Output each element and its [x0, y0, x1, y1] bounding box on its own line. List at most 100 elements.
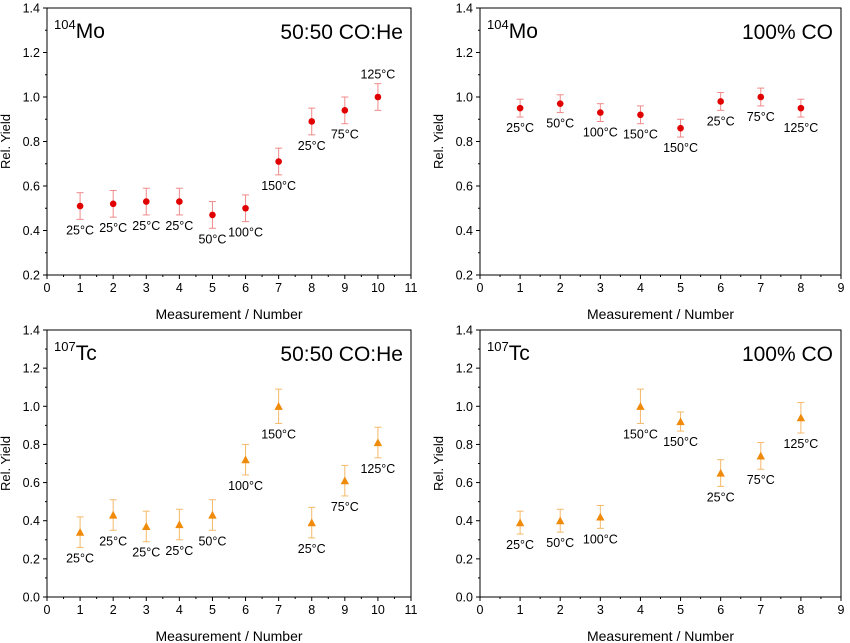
x-tick-label: 6 — [242, 281, 249, 295]
marker-triangle — [716, 468, 725, 477]
y-tick-label: 0.8 — [23, 135, 40, 149]
x-tick-label: 2 — [557, 281, 564, 295]
data-point: 25°C — [506, 510, 534, 552]
y-tick-label: 0.0 — [23, 591, 40, 605]
marker-triangle — [75, 527, 85, 536]
data-point: 25°C — [165, 187, 193, 233]
x-axis-title: Measurement / Number — [587, 306, 734, 322]
data-point: 75°C — [747, 87, 775, 124]
isotope-mass: 104 — [487, 17, 509, 32]
x-tick-label: 1 — [77, 603, 84, 617]
marker-triangle — [274, 402, 283, 410]
y-axis-title: Rel. Yield — [431, 114, 446, 169]
isotope-mass: 104 — [54, 17, 76, 32]
x-tick-label: 8 — [308, 281, 315, 295]
isotope-symbol: Tc — [509, 342, 530, 365]
x-tick-label: 0 — [44, 281, 51, 295]
point-label: 100°C — [583, 532, 618, 546]
x-tick-label: 3 — [597, 281, 604, 295]
marker-circle — [374, 93, 382, 101]
isotope-label: 107Tc — [487, 339, 530, 365]
point-label: 25°C — [506, 538, 534, 552]
isotope-symbol: Tc — [76, 342, 97, 365]
y-tick-label: 0.4 — [23, 514, 40, 528]
point-label: 150°C — [261, 427, 296, 441]
point-label: 25°C — [707, 490, 735, 504]
plot-frame — [46, 329, 412, 598]
marker-circle — [76, 202, 84, 210]
point-label: 125°C — [783, 121, 818, 135]
marker-triangle — [241, 455, 250, 464]
isotope-symbol: Mo — [76, 20, 105, 43]
marker-triangle — [756, 451, 765, 460]
y-tick-label: 0.4 — [456, 514, 473, 528]
y-axis-title: Rel. Yield — [0, 436, 13, 491]
isotope-mass: 107 — [54, 339, 76, 354]
data-point: 125°C — [783, 98, 818, 135]
point-label: 50°C — [546, 536, 574, 550]
point-label: 50°C — [198, 232, 226, 246]
marker-circle — [308, 118, 316, 125]
isotope-mass: 107 — [487, 339, 509, 354]
y-tick-label: 1.0 — [23, 400, 40, 414]
marker-circle — [109, 200, 117, 208]
marker-circle — [556, 100, 564, 107]
x-tick-label: 8 — [308, 603, 315, 617]
x-tick-label: 1 — [517, 281, 524, 295]
data-point: 25°C — [66, 192, 94, 237]
x-tick-label: 1 — [517, 603, 524, 617]
x-tick-label: 9 — [838, 281, 845, 295]
chart-panel-top-left: 0 1 2 3 4 5 6 7 8 9 10 11 0.2 0.4 0.6 0.8 1.0 1.2 1.4 Measu… — [0, 2, 418, 323]
point-label: 100°C — [583, 125, 618, 139]
point-label: 125°C — [783, 437, 818, 451]
x-tick-label: 3 — [597, 603, 604, 617]
y-tick-label: 0.6 — [23, 180, 40, 194]
marker-circle — [142, 198, 150, 205]
x-tick-label: 7 — [275, 281, 282, 295]
marker-triangle — [596, 512, 605, 521]
y-tick-label: 1.2 — [23, 362, 40, 376]
x-tick-label: 6 — [717, 281, 724, 295]
marker-circle — [757, 93, 765, 101]
y-tick-label: 0.4 — [23, 224, 40, 238]
data-point: 150°C — [261, 388, 296, 441]
marker-circle — [176, 198, 183, 205]
y-tick-label: 0.8 — [23, 438, 40, 452]
point-label: 50°C — [546, 117, 574, 131]
data-point: 25°C — [165, 508, 193, 558]
point-label: 125°C — [360, 68, 395, 82]
data-point: 25°C — [707, 92, 735, 128]
point-label: 125°C — [360, 462, 395, 476]
chart-panel-bottom-left: 0 1 2 3 4 5 6 7 8 9 10 11 0.0 0.2 0.4 0.6 0.8 1.0 1.2 1.4 Me… — [0, 324, 418, 643]
marker-triangle — [108, 510, 118, 519]
x-tick-label: 0 — [44, 603, 51, 617]
isotope-label: 104Mo — [487, 17, 538, 43]
condition-label: 100% CO — [742, 343, 833, 366]
data-point: 75°C — [747, 442, 775, 487]
data-point: 100°C — [583, 504, 618, 546]
point-label: 75°C — [747, 473, 775, 487]
chart-panel-bottom-right: 0 1 2 3 4 5 6 7 8 9 0.0 0.2 0.4 0.6 0.8 1.0 1.2 1.4 Measur… — [431, 324, 845, 643]
data-point: 25°C — [298, 506, 326, 556]
x-tick-label: 7 — [275, 603, 282, 617]
x-tick-label: 5 — [677, 281, 684, 295]
y-tick-label: 0.0 — [456, 591, 473, 605]
y-tick-label: 1.0 — [456, 400, 473, 414]
point-label: 25°C — [66, 223, 94, 237]
marker-circle — [516, 104, 524, 112]
marker-triangle — [175, 520, 184, 529]
y-tick-label: 1.4 — [456, 2, 473, 16]
x-tick-label: 0 — [477, 281, 484, 295]
point-label: 25°C — [506, 121, 534, 135]
point-label: 25°C — [165, 219, 193, 233]
marker-triangle — [556, 516, 565, 525]
x-axis-title: Measurement / Number — [155, 306, 302, 322]
data-point: 25°C — [99, 189, 127, 235]
x-tick-label: 0 — [477, 603, 484, 617]
data-point: 125°C — [783, 401, 818, 451]
data-point: 100°C — [228, 194, 263, 240]
y-tick-label: 0.8 — [456, 135, 473, 149]
marker-triangle — [307, 518, 316, 527]
data-point: 50°C — [198, 201, 226, 246]
